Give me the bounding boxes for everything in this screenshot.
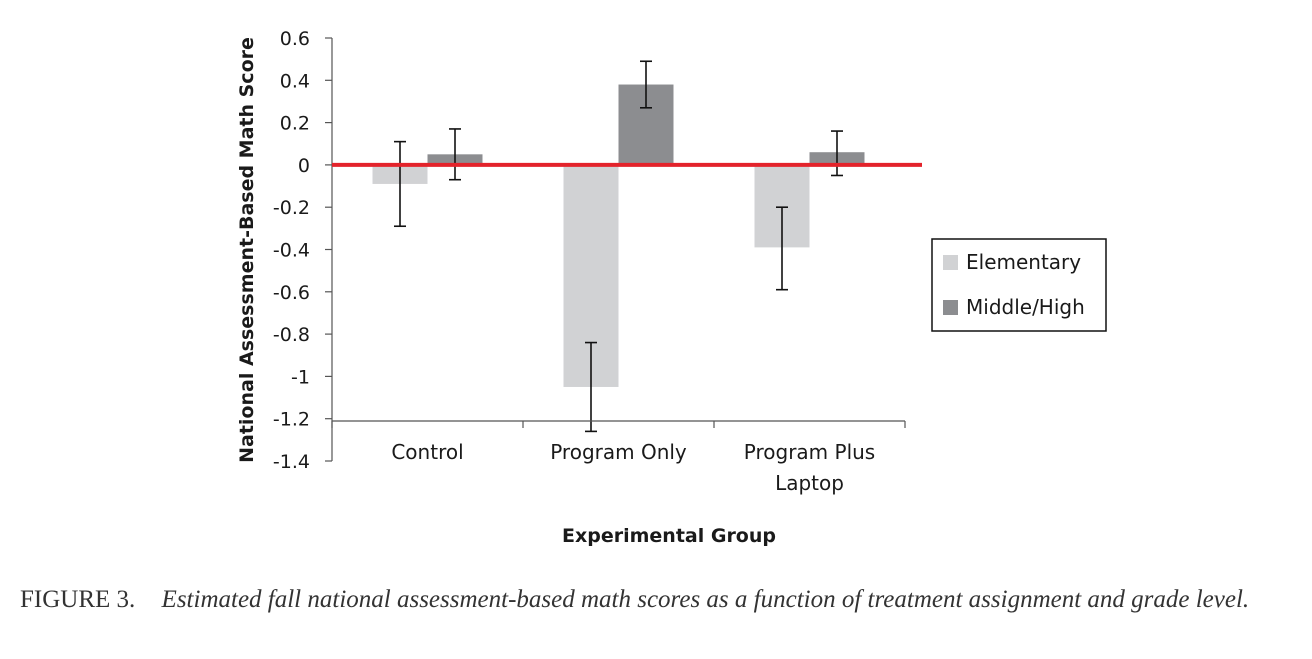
y-tick-label: -1.2: [273, 409, 310, 431]
x-axis: [331, 420, 906, 428]
y-tick-label: -0.4: [273, 240, 310, 262]
y-tick-label: -0.6: [273, 282, 310, 304]
category-label: Laptop: [775, 471, 844, 495]
error-bars: [394, 60, 843, 433]
category-label: Program Only: [550, 440, 687, 464]
legend-swatch-elementary: [943, 255, 958, 270]
x-axis-title: Experimental Group: [562, 525, 776, 547]
y-tick-label: -1.4: [273, 451, 310, 473]
legend-box: [931, 238, 1107, 332]
legend-label-elementary: Elementary: [966, 250, 1081, 274]
legend: Elementary Middle/High: [931, 238, 1107, 332]
y-tick-label: 0.2: [280, 113, 310, 135]
category-label: Program Plus: [744, 440, 875, 464]
legend-swatch-middle-high: [943, 300, 958, 315]
y-axis: 0.6 0.4 0.2 0 -0.2 -0.4 -0.6 -0.8 -1 -1.2 -1.4: [273, 28, 333, 473]
y-axis-title: National Assessment-Based Math Score: [236, 37, 258, 463]
caption-text: Estimated fall national assessment-based…: [161, 586, 1250, 613]
y-tick-label: 0.4: [280, 70, 310, 92]
chart: 0.6 0.4 0.2 0 -0.2 -0.4 -0.6 -0.8 -1 -1.2 -1.4 Con…: [236, 28, 1107, 547]
y-tick-label: -0.2: [273, 197, 310, 219]
figure-label: FIGURE 3.: [20, 586, 136, 613]
legend-label-middle-high: Middle/High: [966, 295, 1085, 319]
category-label: Control: [391, 440, 463, 464]
y-tick-label: 0: [298, 155, 310, 177]
figure-caption: FIGURE 3. Estimated fall national assess…: [20, 583, 1305, 616]
bars: [372, 84, 865, 387]
y-tick-label: 0.6: [280, 28, 310, 50]
y-tick-label: -1: [291, 366, 310, 388]
y-tick-label: -0.8: [273, 324, 310, 346]
category-labels: Control Program Only Program Plus Laptop: [391, 440, 875, 495]
